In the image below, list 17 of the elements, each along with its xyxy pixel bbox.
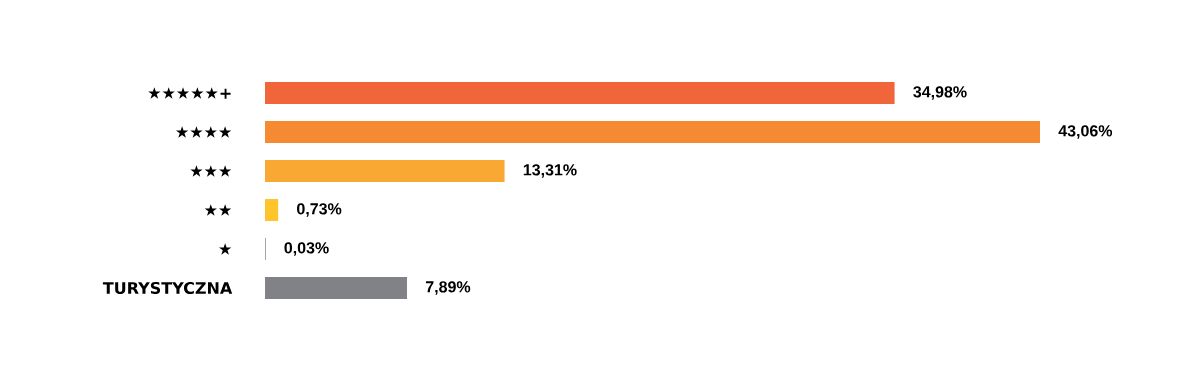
y-tick-label: ★★ bbox=[204, 204, 232, 216]
data-label: 34,98% bbox=[913, 86, 967, 100]
data-label: 13,31% bbox=[523, 164, 577, 178]
y-tick-label: ★★★★ bbox=[175, 126, 232, 138]
y-tick-label: ★ bbox=[219, 243, 232, 255]
data-label: 0,73% bbox=[297, 203, 342, 217]
y-tick-label: TURYSTYCZNA bbox=[102, 281, 233, 295]
data-label: 7,89% bbox=[425, 281, 471, 295]
bar bbox=[265, 120, 1040, 143]
data-label: 0,03% bbox=[284, 242, 329, 256]
y-tick-label: ★★★ bbox=[190, 165, 232, 177]
bar bbox=[265, 276, 408, 299]
bar bbox=[265, 198, 279, 221]
data-label: 43,06% bbox=[1058, 125, 1113, 139]
y-tick-label: ★★★★★+ bbox=[148, 87, 231, 99]
bar bbox=[265, 81, 895, 104]
bar bbox=[265, 159, 505, 182]
